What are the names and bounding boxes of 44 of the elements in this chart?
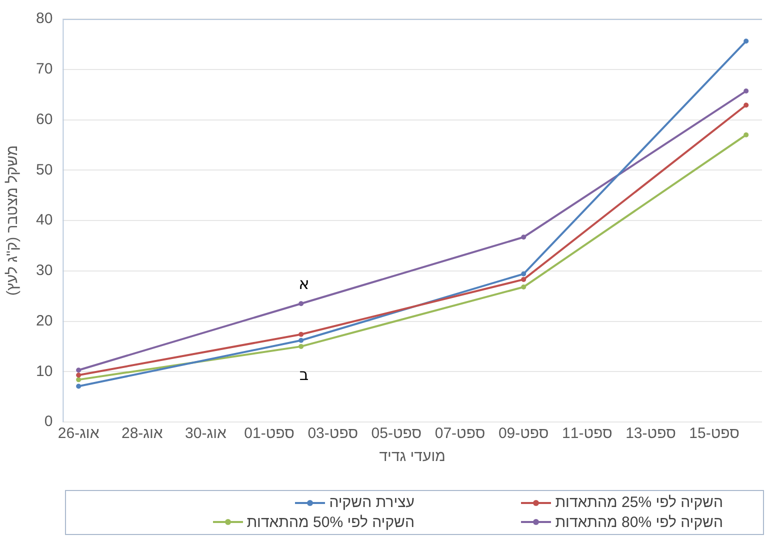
y-tick-label: 20 — [36, 312, 53, 330]
x-axis-title: מועדי גדיד — [379, 448, 446, 466]
annotation: א — [298, 274, 310, 294]
y-tick-label: 10 — [36, 362, 53, 380]
legend-label: עצירת השקיה — [329, 494, 414, 512]
point — [298, 338, 304, 343]
y-tick-label: 50 — [36, 161, 53, 178]
point — [744, 38, 749, 44]
x-tick-label: 26-אוג — [58, 425, 100, 442]
point — [298, 332, 304, 337]
x-tick-label: 11-ספט — [562, 425, 612, 442]
y-tick-label: 70 — [36, 60, 53, 78]
y-tick-label: 40 — [36, 212, 53, 229]
point — [76, 384, 82, 389]
x-tick-label: 09-ספט — [498, 425, 549, 442]
x-tick-label: 13-ספט — [626, 425, 676, 442]
point — [521, 284, 526, 290]
x-tick-label: 03-ספט — [308, 425, 358, 442]
y-tick-label: 0 — [44, 413, 53, 430]
y-tick-label: 60 — [36, 110, 53, 128]
point — [76, 372, 82, 378]
y-axis-title: משקל מצטבר (ק"ג לעץ) — [4, 145, 22, 296]
x-tick-label: 07-ספט — [434, 425, 486, 442]
point — [744, 88, 749, 94]
point — [298, 344, 304, 349]
point — [76, 377, 82, 382]
point — [521, 271, 526, 276]
legend-label: השקיה לפי 80% מהתאדות — [555, 514, 723, 531]
x-tick-label: 15-ספט — [689, 425, 740, 442]
annotation: ב — [299, 364, 309, 384]
x-tick-label: 30-אוג — [185, 425, 227, 442]
y-tick-label: 80 — [36, 10, 53, 28]
legend-label: השקיה לפי 50% מהתאדות — [246, 514, 414, 531]
point — [298, 301, 304, 306]
x-tick-label: 05-ספט — [371, 425, 422, 442]
legend-label: השקיה לפי 25% מהתאדות — [555, 494, 723, 512]
point — [521, 234, 526, 240]
y-tick-label: 30 — [36, 262, 53, 280]
x-tick-label: 28-אוג — [121, 425, 164, 442]
x-tick-label: 01-ספט — [244, 425, 295, 442]
point — [521, 276, 526, 282]
point — [76, 368, 82, 373]
point — [744, 102, 749, 108]
point — [744, 132, 749, 138]
